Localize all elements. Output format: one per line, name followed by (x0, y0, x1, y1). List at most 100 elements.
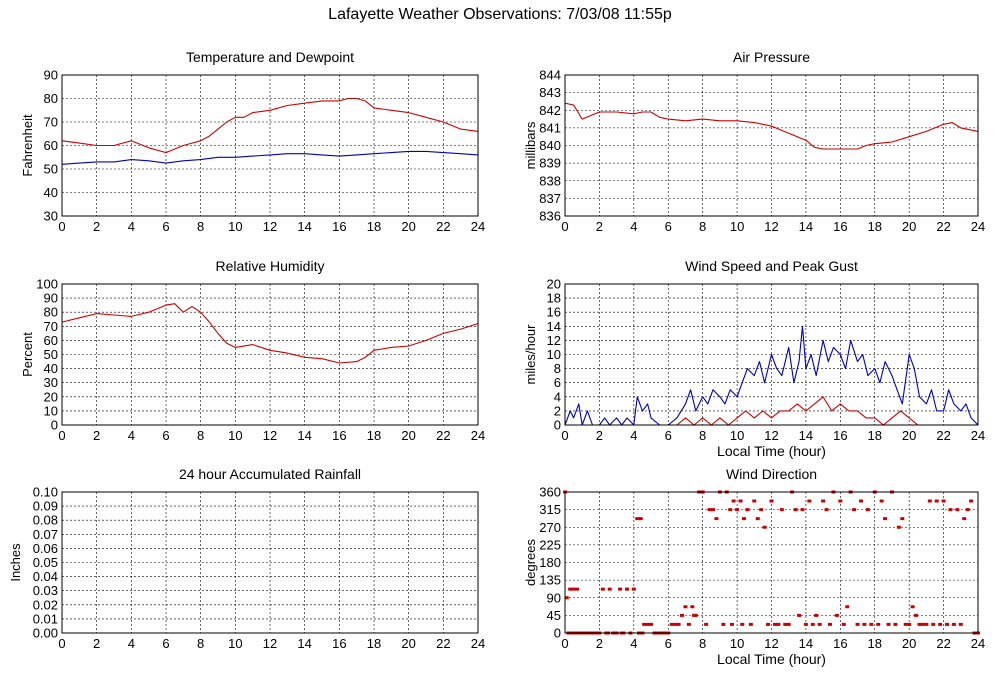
y-tick-label: 0.10 (33, 485, 58, 500)
data-point (800, 508, 805, 512)
y-tick-label: 60 (44, 138, 58, 153)
data-point (927, 499, 932, 503)
x-tick-label: 10 (730, 636, 744, 651)
data-point (690, 605, 695, 609)
y-tick-label: 30 (44, 375, 58, 390)
data-point (624, 587, 629, 591)
data-point (740, 622, 745, 626)
x-tick-label: 12 (764, 636, 778, 651)
x-tick-label: 20 (902, 636, 916, 651)
x-tick-label: 4 (128, 219, 135, 234)
x-tick-label: 6 (665, 428, 672, 443)
x-tick-label: 2 (93, 636, 100, 651)
y-tick-label: 0.03 (33, 583, 58, 598)
data-point (680, 613, 685, 617)
y-tick-label: 90 (44, 68, 58, 83)
data-point (707, 508, 712, 512)
y-tick-label: 0.09 (33, 499, 58, 514)
data-point (917, 622, 922, 626)
data-point (600, 587, 605, 591)
x-tick-label: 20 (902, 428, 916, 443)
x-tick-label: 22 (436, 219, 450, 234)
x-tick-label: 4 (128, 428, 135, 443)
data-point (748, 622, 753, 626)
y-axis-label: Fahrenheit (20, 114, 35, 177)
y-tick-label: 14 (547, 319, 561, 334)
y-tick-label: 16 (547, 305, 561, 320)
y-tick-label: 4 (554, 389, 561, 404)
data-point (669, 622, 674, 626)
x-tick-label: 10 (730, 428, 744, 443)
data-point (738, 499, 743, 503)
x-tick-label: 6 (162, 636, 169, 651)
y-axis-label: miles/hour (523, 324, 538, 385)
series-line-2 (565, 396, 978, 426)
data-point (564, 596, 569, 600)
data-point (710, 508, 715, 512)
data-point (686, 622, 691, 626)
data-point (869, 622, 874, 626)
series-line-1 (564, 325, 979, 426)
y-tick-label: 18 (547, 291, 561, 306)
data-point (858, 499, 863, 503)
x-tick-label: 8 (197, 219, 204, 234)
data-point (645, 622, 650, 626)
x-tick-label: 20 (401, 428, 415, 443)
x-tick-label: 2 (596, 219, 603, 234)
y-tick-label: 837 (539, 191, 561, 206)
x-tick-label: 6 (162, 428, 169, 443)
x-tick-label: 14 (297, 428, 311, 443)
y-tick-label: 10 (44, 403, 58, 418)
x-tick-label: 2 (93, 219, 100, 234)
data-point (735, 508, 740, 512)
x-tick-label: 16 (332, 428, 346, 443)
x-tick-label: 4 (630, 428, 637, 443)
data-point (783, 622, 788, 626)
y-tick-label: 60 (44, 333, 58, 348)
data-point (886, 622, 891, 626)
y-tick-label: 838 (539, 173, 561, 188)
x-tick-label: 10 (228, 219, 242, 234)
data-point (920, 622, 925, 626)
y-tick-label: 0 (554, 626, 561, 641)
data-point (729, 622, 734, 626)
chart-title: Wind Direction (726, 466, 817, 482)
data-point (618, 587, 623, 591)
y-tick-label: 30 (44, 209, 58, 224)
data-point (807, 499, 812, 503)
y-tick-label: 225 (539, 537, 561, 552)
data-point (948, 508, 953, 512)
y-axis-label: Inches (8, 543, 23, 582)
x-tick-label: 0 (561, 636, 568, 651)
chart-title: Temperature and Dewpoint (186, 49, 354, 65)
y-tick-label: 100 (36, 277, 58, 292)
data-point (903, 622, 908, 626)
x-tick-label: 14 (799, 428, 813, 443)
y-tick-label: 70 (44, 115, 58, 130)
data-point (635, 517, 640, 521)
data-point (951, 622, 956, 626)
data-point (814, 613, 819, 617)
x-tick-label: 6 (162, 219, 169, 234)
x-tick-label: 6 (665, 219, 672, 234)
plot-frame (564, 74, 979, 217)
data-point (845, 605, 850, 609)
x-tick-label: 18 (868, 428, 882, 443)
chart-temp: 0 2 4 6 8 10 12 14 16 18 20 22 2430405060708090Tempe… (20, 49, 485, 234)
x-tick-label: 20 (902, 219, 916, 234)
data-point (931, 622, 936, 626)
data-point (575, 587, 580, 591)
data-point (755, 517, 760, 521)
data-point (841, 622, 846, 626)
data-point (704, 622, 709, 626)
x-tick-label: 18 (367, 219, 381, 234)
x-tick-label: 16 (332, 636, 346, 651)
plot-frame (61, 283, 479, 426)
x-tick-label: 18 (367, 428, 381, 443)
x-tick-label: 6 (665, 636, 672, 651)
data-point (834, 613, 839, 617)
x-tick-label: 0 (58, 636, 65, 651)
x-tick-label: 12 (263, 428, 277, 443)
y-tick-label: 0.04 (33, 569, 58, 584)
data-point (728, 508, 733, 512)
